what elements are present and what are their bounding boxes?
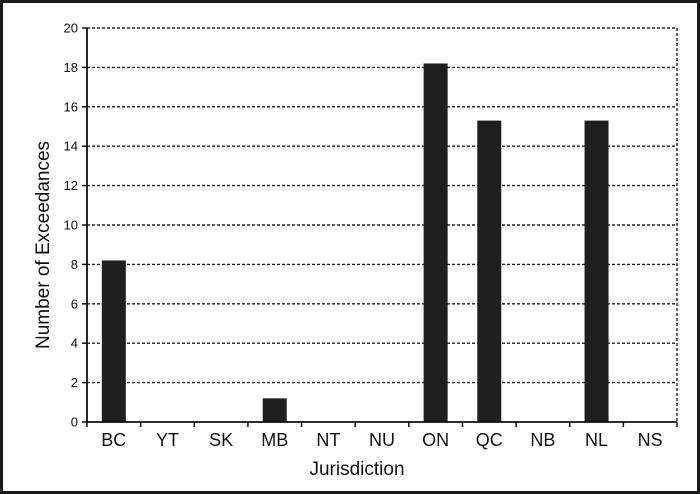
y-tick-label: 16 bbox=[64, 99, 78, 114]
y-tick-label: 18 bbox=[64, 60, 78, 75]
bar-mb bbox=[262, 398, 287, 422]
y-tick-label: 14 bbox=[64, 139, 78, 154]
y-tick-labels: 0 2 4 6 8 10 12 14 16 18 20 bbox=[64, 21, 78, 430]
y-tick-label: 0 bbox=[71, 415, 78, 430]
gridlines bbox=[87, 27, 678, 422]
bar-on bbox=[423, 63, 448, 423]
x-tick-label: MB bbox=[261, 430, 288, 450]
x-tick-label: NL bbox=[585, 430, 608, 450]
x-tick-label: ON bbox=[422, 430, 449, 450]
bars bbox=[101, 63, 609, 423]
axes bbox=[82, 27, 678, 427]
y-tick-label: 6 bbox=[71, 296, 78, 311]
bar-qc bbox=[477, 120, 502, 422]
x-tick-label: SK bbox=[209, 430, 233, 450]
x-tick-label: QC bbox=[476, 430, 503, 450]
y-tick-label: 20 bbox=[64, 21, 78, 36]
x-tick-label: NT bbox=[316, 430, 340, 450]
y-tick-label: 8 bbox=[71, 257, 78, 272]
bar-nl bbox=[584, 120, 609, 422]
y-tick-label: 10 bbox=[64, 218, 78, 233]
bar-bc bbox=[101, 260, 126, 422]
y-tick-label: 4 bbox=[71, 336, 78, 351]
x-tick-label: NB bbox=[530, 430, 555, 450]
y-axis-title: Number of Exceedances bbox=[33, 141, 54, 349]
x-tick-labels: BC YT SK MB NT NU ON QC NB NL NS bbox=[101, 430, 662, 450]
y-tick-label: 2 bbox=[71, 375, 78, 390]
x-tick-label: NS bbox=[638, 430, 663, 450]
x-axis-title: Jurisdiction bbox=[309, 459, 404, 480]
x-tick-label: BC bbox=[101, 430, 126, 450]
y-tick-label: 12 bbox=[64, 178, 78, 193]
x-tick-label: YT bbox=[156, 430, 179, 450]
x-tick-label: NU bbox=[369, 430, 395, 450]
